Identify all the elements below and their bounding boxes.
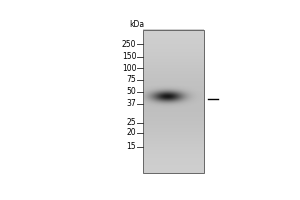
Text: 37: 37 xyxy=(127,99,136,108)
Text: 100: 100 xyxy=(122,64,136,73)
Text: 15: 15 xyxy=(127,142,136,151)
Text: kDa: kDa xyxy=(129,20,145,29)
Text: 250: 250 xyxy=(122,40,136,49)
Text: 150: 150 xyxy=(122,52,136,61)
Text: 20: 20 xyxy=(127,128,136,137)
Bar xyxy=(143,30,204,173)
Text: 75: 75 xyxy=(127,75,136,84)
Text: 25: 25 xyxy=(127,118,136,127)
Text: 50: 50 xyxy=(127,87,136,96)
